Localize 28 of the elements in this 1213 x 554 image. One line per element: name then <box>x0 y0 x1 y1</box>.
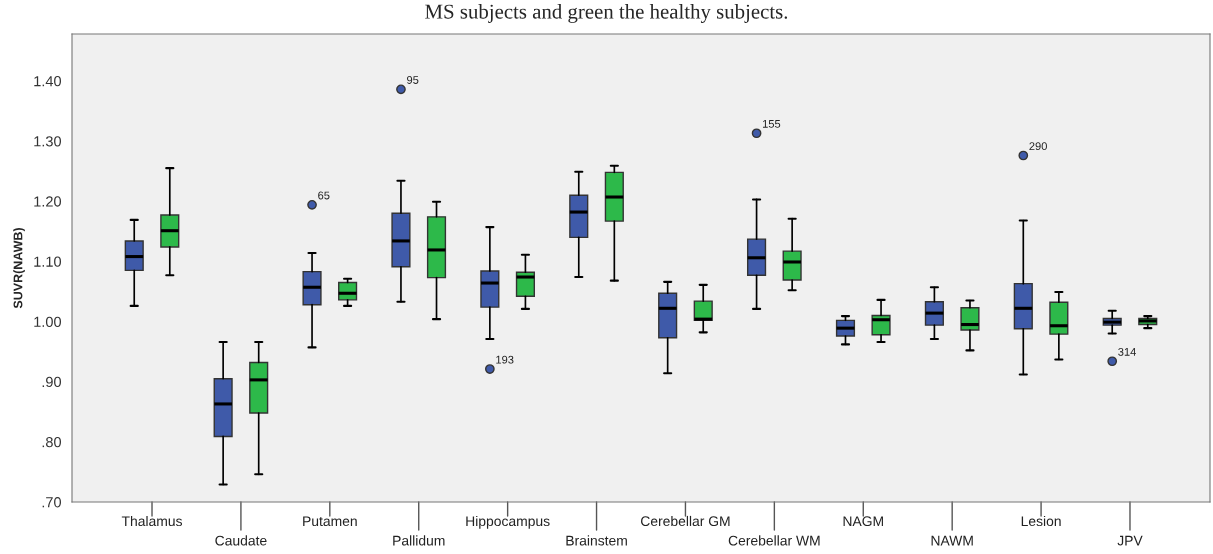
x-tick-label: Lesion <box>1021 515 1061 527</box>
y-tick-label: 1.20 <box>34 196 62 207</box>
text: MS subjects and green the healthy subjects. <box>425 4 788 23</box>
x-tick-label: NAWM <box>931 535 973 546</box>
x-tick-label: Thalamus <box>121 515 183 527</box>
x-tick-label: Cerebellar GM <box>641 515 730 527</box>
y-axis-title: SUVR(NAWB) <box>13 228 25 309</box>
y-tick-label: .90 <box>42 376 62 388</box>
y-tick-label: .80 <box>42 436 62 448</box>
x-tick-label: Caudate <box>215 535 267 546</box>
y-tick-label: .70 <box>42 497 62 508</box>
x-tick-label: Brainstem <box>566 535 627 546</box>
x-tick-label: Pallidum <box>393 535 445 546</box>
y-tick-label: 1.00 <box>34 316 62 327</box>
x-tick-label: NAGM <box>843 516 883 527</box>
annotation: 155 <box>762 120 781 128</box>
x-tick-label: Hippocampus <box>466 515 550 529</box>
annotation: 290 <box>1029 142 1047 151</box>
y-tick-label: 1.40 <box>34 76 62 87</box>
x-tick-label: JPV <box>1117 535 1143 546</box>
y-tick-label: 1.30 <box>34 136 62 147</box>
annotation: 193 <box>496 355 514 364</box>
y-tick-label: 1.10 <box>34 256 62 267</box>
annotation: 314 <box>1118 347 1136 356</box>
x-tick-label: Cerebellar WM <box>728 535 820 546</box>
x-tick-label: Putamen <box>303 516 357 527</box>
annotation: 65 <box>318 191 330 200</box>
annotation: 95 <box>407 76 419 84</box>
